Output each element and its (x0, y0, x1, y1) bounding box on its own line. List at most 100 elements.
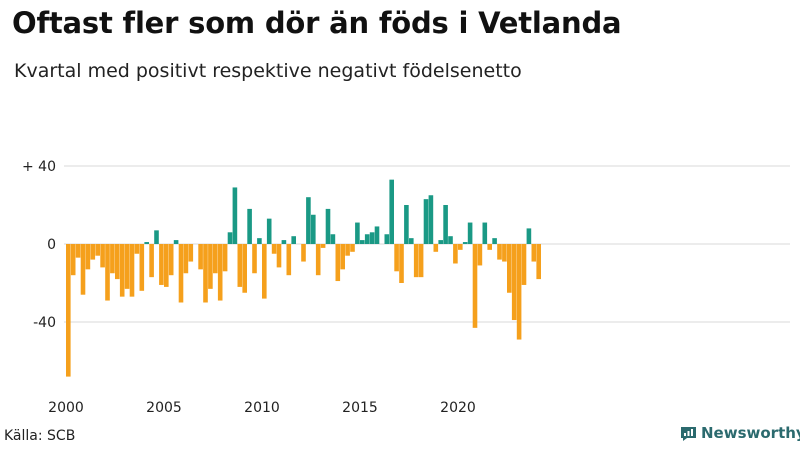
bar-negative (105, 244, 110, 301)
bar-positive (291, 236, 296, 244)
x-tick-label: 2000 (48, 400, 84, 416)
bar-positive (389, 179, 394, 244)
bar-negative (262, 244, 267, 299)
bar-negative (178, 244, 184, 303)
bar-positive (311, 214, 316, 244)
brand-name: Newsworthy (701, 424, 800, 442)
x-tick-label: 2020 (440, 400, 476, 416)
bar-negative (516, 244, 522, 340)
bar-negative (507, 244, 512, 293)
x-tick-label: 2010 (244, 400, 280, 416)
bar-negative (164, 244, 169, 287)
bar-negative (242, 244, 247, 293)
bar-negative (66, 244, 71, 377)
bar-negative (110, 244, 115, 274)
bar-positive (355, 222, 360, 244)
bar-negative (487, 244, 492, 250)
bar-negative (340, 244, 345, 270)
bar-negative (222, 244, 228, 272)
bar-negative (208, 244, 213, 289)
bar-negative (100, 244, 105, 268)
bar-negative (276, 244, 282, 268)
bar-negative (301, 244, 306, 262)
bar-negative (472, 244, 478, 328)
x-axis-ticks: 2000 2005 2010 2015 2020 (48, 400, 476, 416)
bar-negative (75, 244, 81, 258)
bar-negative (134, 244, 140, 254)
y-axis-ticks: + 40 0 -40 (22, 159, 56, 331)
bar-negative (394, 244, 399, 272)
y-tick-label: 0 (47, 237, 56, 253)
chart-subtitle: Kvartal med positivt respektive negativt… (14, 60, 522, 82)
bar-negative (237, 244, 243, 287)
chart-logo-icon (681, 426, 696, 441)
bar-negative (320, 244, 326, 248)
bar-negative (315, 244, 321, 276)
brand-logo: Newsworthy (680, 424, 800, 442)
y-tick-label: + 40 (22, 159, 56, 175)
x-tick-label: 2015 (342, 400, 378, 416)
bar-positive (232, 187, 238, 244)
bar-positive (438, 240, 443, 244)
bar-positive (360, 240, 365, 244)
bar-positive (266, 218, 272, 244)
bar-positive (443, 205, 448, 244)
bar-negative (335, 244, 341, 282)
bar-negative (183, 244, 189, 274)
bar-negative (80, 244, 86, 295)
bar-negative (159, 244, 164, 285)
bar-negative (139, 244, 145, 291)
bar-negative (345, 244, 350, 256)
bar-positive (526, 228, 532, 244)
bar-positive (428, 195, 434, 244)
bar-positive (462, 242, 468, 244)
bar-positive (144, 242, 149, 244)
bar-negative (502, 244, 507, 262)
bar-positive (384, 234, 390, 244)
bar-negative (188, 244, 194, 262)
bar-negative (531, 244, 537, 262)
bar-negative (252, 244, 257, 274)
bar-positive (247, 208, 252, 244)
bar-positive (482, 222, 488, 244)
bar-negative (203, 244, 208, 303)
bar-negative (129, 244, 135, 297)
bar-positive (467, 222, 473, 244)
x-tick-label: 2005 (146, 400, 182, 416)
bar-negative (399, 244, 404, 283)
bar-positive (404, 205, 409, 244)
bar-positive (173, 240, 179, 244)
bar-negative (198, 244, 203, 270)
bar-positive (281, 240, 287, 244)
bar-negative (433, 244, 439, 252)
bar-negative (453, 244, 458, 264)
bar-positive (374, 226, 380, 244)
bar-positive (154, 230, 159, 244)
bar-positive (306, 197, 311, 244)
bar-positive (227, 232, 233, 244)
bar-negative (217, 244, 223, 301)
bar-negative (497, 244, 502, 260)
bar-negative (286, 244, 292, 276)
bar-positive (364, 234, 370, 244)
bar-negative (124, 244, 130, 289)
bar-positive (257, 238, 262, 244)
bar-negative (536, 244, 541, 280)
bar-negative (521, 244, 527, 285)
bar-negative (70, 244, 76, 276)
y-tick-label: -40 (33, 315, 56, 331)
bars (66, 179, 541, 377)
bar-negative (477, 244, 483, 266)
bar-negative (458, 244, 463, 250)
bar-negative (168, 244, 174, 276)
bar-negative (119, 244, 125, 297)
chart-title: Oftast fler som dör än föds i Vetlanda (12, 6, 622, 40)
bar-positive (423, 199, 429, 244)
bar-negative (95, 244, 100, 256)
bar-positive (448, 236, 453, 244)
bar-negative (85, 244, 91, 270)
bar-positive (492, 238, 497, 244)
bar-negative (350, 244, 355, 252)
bar-negative (90, 244, 96, 260)
